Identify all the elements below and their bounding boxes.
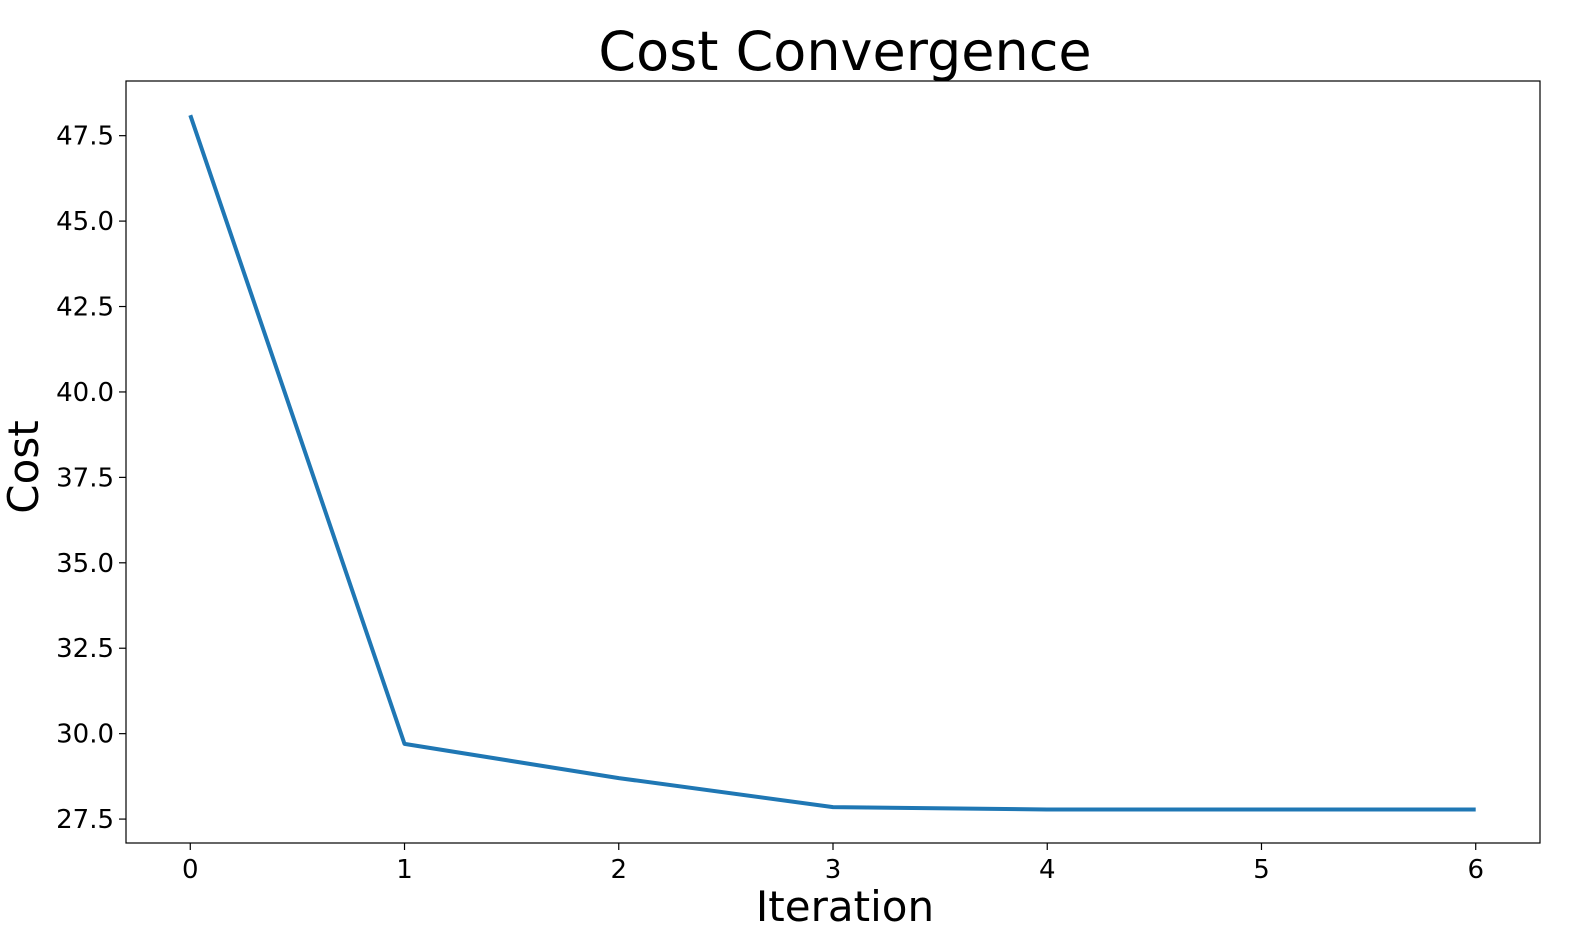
- x-tick-label: 3: [825, 855, 842, 885]
- plot-area-frame: [125, 80, 1541, 844]
- cost-data-point: [617, 776, 621, 780]
- x-tick-label: 1: [396, 855, 413, 885]
- y-axis-ticks: 27.5 30.0 32.5 35.0 37.5 40.0 42.5 45.0 47.5: [56, 122, 126, 835]
- y-tick-label: 42.5: [56, 293, 114, 323]
- cost-data-point: [1045, 808, 1049, 812]
- y-tick-label: 32.5: [56, 634, 114, 664]
- x-tick-label: 0: [182, 855, 199, 885]
- y-tick-label: 40.0: [56, 378, 114, 408]
- cost-data-point: [1474, 808, 1478, 812]
- cost-series-line: [188, 114, 1476, 812]
- chart-title: Cost Convergence: [598, 20, 1091, 83]
- y-tick-label: 37.5: [56, 463, 114, 493]
- cost-data-point: [188, 113, 192, 117]
- y-tick-label: 45.0: [56, 207, 114, 237]
- y-axis-label: Cost: [0, 420, 48, 513]
- series-layer: [188, 113, 1478, 812]
- x-tick-label: 2: [610, 855, 627, 885]
- y-tick-label: 47.5: [56, 122, 114, 152]
- x-axis-ticks: 0 1 2 3 4 5 6: [182, 843, 1484, 885]
- y-tick-label: 30.0: [56, 720, 114, 750]
- x-tick-label: 6: [1467, 855, 1484, 885]
- cost-data-point: [831, 805, 835, 809]
- y-tick-label: 27.5: [56, 805, 114, 835]
- cost-data-point: [403, 742, 407, 746]
- x-tick-label: 4: [1039, 855, 1056, 885]
- x-tick-label: 5: [1253, 855, 1270, 885]
- x-axis-label: Iteration: [756, 882, 934, 931]
- y-tick-label: 35.0: [56, 549, 114, 579]
- cost-data-point: [1259, 808, 1263, 812]
